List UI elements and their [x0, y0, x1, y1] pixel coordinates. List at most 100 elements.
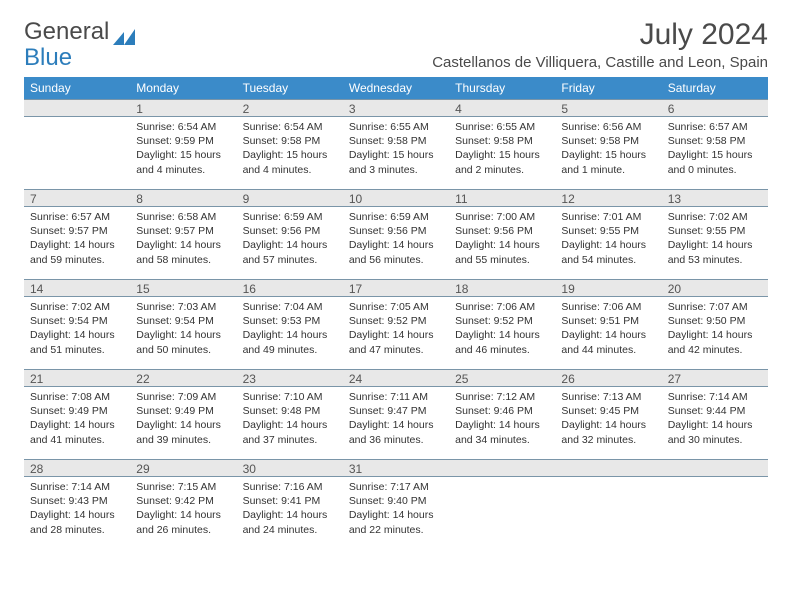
- day-line: Daylight: 14 hours and 26 minutes.: [136, 508, 230, 536]
- day-line: Sunrise: 6:59 AM: [349, 210, 443, 224]
- day-number: 5: [555, 99, 661, 117]
- calendar-cell: 15Sunrise: 7:03 AMSunset: 9:54 PMDayligh…: [130, 279, 236, 369]
- day-line: Sunset: 9:58 PM: [243, 134, 337, 148]
- day-number: 8: [130, 189, 236, 207]
- day-line: Daylight: 14 hours and 37 minutes.: [243, 418, 337, 446]
- day-line: Daylight: 14 hours and 59 minutes.: [30, 238, 124, 266]
- day-line: Daylight: 15 hours and 1 minute.: [561, 148, 655, 176]
- calendar-cell: 21 Sunrise: 7:08 AMSunset: 9:49 PMDayligh…: [24, 369, 130, 459]
- day-line: Sunset: 9:48 PM: [243, 404, 337, 418]
- calendar-week-row: 1Sunrise: 6:54 AMSunset: 9:59 PMDaylight…: [24, 99, 768, 189]
- day-line: Sunset: 9:56 PM: [243, 224, 337, 238]
- day-details: Sunrise: 7:11 AMSunset: 9:47 PMDaylight:…: [343, 387, 449, 453]
- day-details: Sunrise: 7:15 AMSunset: 9:42 PMDaylight:…: [130, 477, 236, 543]
- calendar-cell: 7Sunrise: 6:57 AMSunset: 9:57 PMDaylight…: [24, 189, 130, 279]
- day-line: Sunrise: 7:15 AM: [136, 480, 230, 494]
- calendar-cell: 18Sunrise: 7:06 AMSunset: 9:52 PMDayligh…: [449, 279, 555, 369]
- day-number: 21: [24, 369, 130, 387]
- calendar-cell: 13Sunrise: 7:02 AMSunset: 9:55 PMDayligh…: [662, 189, 768, 279]
- calendar-cell: 31Sunrise: 7:17 AMSunset: 9:40 PMDayligh…: [343, 459, 449, 549]
- day-number: 19: [555, 279, 661, 297]
- day-line: Sunrise: 6:58 AM: [136, 210, 230, 224]
- day-line: Sunrise: 7:02 AM: [668, 210, 762, 224]
- day-number: [24, 99, 130, 117]
- day-line: Daylight: 14 hours and 51 minutes.: [30, 328, 124, 356]
- calendar-cell: [555, 459, 661, 549]
- day-line: Sunrise: 7:13 AM: [561, 390, 655, 404]
- day-details: Sunrise: 6:57 AMSunset: 9:57 PMDaylight:…: [24, 207, 130, 273]
- day-line: Sunset: 9:43 PM: [30, 494, 124, 508]
- day-line: Daylight: 15 hours and 4 minutes.: [243, 148, 337, 176]
- day-number: 12: [555, 189, 661, 207]
- day-line: Sunset: 9:55 PM: [561, 224, 655, 238]
- calendar-cell: 24Sunrise: 7:11 AMSunset: 9:47 PMDayligh…: [343, 369, 449, 459]
- day-number: 18: [449, 279, 555, 297]
- day-details: Sunrise: 6:59 AMSunset: 9:56 PMDaylight:…: [237, 207, 343, 273]
- day-details: Sunrise: 6:56 AMSunset: 9:58 PMDaylight:…: [555, 117, 661, 183]
- day-line: Daylight: 14 hours and 41 minutes.: [30, 418, 124, 446]
- day-number: 6: [662, 99, 768, 117]
- day-line: Sunrise: 6:59 AM: [243, 210, 337, 224]
- day-line: Sunset: 9:55 PM: [668, 224, 762, 238]
- dayhead-sun: Sunday: [24, 77, 130, 99]
- day-line: Sunset: 9:50 PM: [668, 314, 762, 328]
- day-details: Sunrise: 7:07 AMSunset: 9:50 PMDaylight:…: [662, 297, 768, 363]
- day-line: Daylight: 14 hours and 56 minutes.: [349, 238, 443, 266]
- day-number: 2: [237, 99, 343, 117]
- day-number: 13: [662, 189, 768, 207]
- day-line: Daylight: 15 hours and 4 minutes.: [136, 148, 230, 176]
- day-number: 25: [449, 369, 555, 387]
- day-line: Sunset: 9:40 PM: [349, 494, 443, 508]
- calendar-cell: 30Sunrise: 7:16 AMSunset: 9:41 PMDayligh…: [237, 459, 343, 549]
- day-line: Sunrise: 6:55 AM: [349, 120, 443, 134]
- calendar-cell: 28Sunrise: 7:14 AMSunset: 9:43 PMDayligh…: [24, 459, 130, 549]
- day-line: Sunset: 9:45 PM: [561, 404, 655, 418]
- day-line: Sunrise: 7:05 AM: [349, 300, 443, 314]
- calendar-cell: 20Sunrise: 7:07 AMSunset: 9:50 PMDayligh…: [662, 279, 768, 369]
- day-number: 11: [449, 189, 555, 207]
- day-line: Daylight: 14 hours and 49 minutes.: [243, 328, 337, 356]
- day-line: Daylight: 14 hours and 24 minutes.: [243, 508, 337, 536]
- calendar-cell: 5Sunrise: 6:56 AMSunset: 9:58 PMDaylight…: [555, 99, 661, 189]
- calendar-body: 1Sunrise: 6:54 AMSunset: 9:59 PMDaylight…: [24, 99, 768, 549]
- day-line: Daylight: 14 hours and 44 minutes.: [561, 328, 655, 356]
- day-number: 10: [343, 189, 449, 207]
- day-line: Daylight: 15 hours and 2 minutes.: [455, 148, 549, 176]
- day-line: Sunset: 9:49 PM: [30, 404, 124, 418]
- day-line: Daylight: 14 hours and 28 minutes.: [30, 508, 124, 536]
- calendar-cell: 16Sunrise: 7:04 AMSunset: 9:53 PMDayligh…: [237, 279, 343, 369]
- day-line: Sunset: 9:58 PM: [561, 134, 655, 148]
- day-line: Sunset: 9:57 PM: [136, 224, 230, 238]
- day-line: Daylight: 14 hours and 34 minutes.: [455, 418, 549, 446]
- day-details: Sunrise: 7:16 AMSunset: 9:41 PMDaylight:…: [237, 477, 343, 543]
- day-details: Sunrise: 7:14 AMSunset: 9:44 PMDaylight:…: [662, 387, 768, 453]
- logo-triangle-icon: [113, 24, 135, 40]
- calendar-cell: 10Sunrise: 6:59 AMSunset: 9:56 PMDayligh…: [343, 189, 449, 279]
- day-line: Daylight: 14 hours and 53 minutes.: [668, 238, 762, 266]
- day-line: Sunrise: 7:14 AM: [30, 480, 124, 494]
- day-line: Sunrise: 7:08 AM: [30, 390, 124, 404]
- day-number: 31: [343, 459, 449, 477]
- day-line: Daylight: 14 hours and 36 minutes.: [349, 418, 443, 446]
- day-details: Sunrise: 7:13 AMSunset: 9:45 PMDaylight:…: [555, 387, 661, 453]
- weekday-header-row: Sunday Monday Tuesday Wednesday Thursday…: [24, 77, 768, 99]
- day-details: Sunrise: 7:04 AMSunset: 9:53 PMDaylight:…: [237, 297, 343, 363]
- day-number: 23: [237, 369, 343, 387]
- day-details: Sunrise: 7:02 AMSunset: 9:55 PMDaylight:…: [662, 207, 768, 273]
- day-line: Sunset: 9:51 PM: [561, 314, 655, 328]
- day-details: Sunrise: 7:17 AMSunset: 9:40 PMDaylight:…: [343, 477, 449, 543]
- day-line: Sunrise: 7:03 AM: [136, 300, 230, 314]
- day-details: Sunrise: 7:12 AMSunset: 9:46 PMDaylight:…: [449, 387, 555, 453]
- day-details: Sunrise: 7:01 AMSunset: 9:55 PMDaylight:…: [555, 207, 661, 273]
- dayhead-fri: Friday: [555, 77, 661, 99]
- calendar-week-row: 7Sunrise: 6:57 AMSunset: 9:57 PMDaylight…: [24, 189, 768, 279]
- day-details: Sunrise: 6:57 AMSunset: 9:58 PMDaylight:…: [662, 117, 768, 183]
- calendar-table: Sunday Monday Tuesday Wednesday Thursday…: [24, 77, 768, 549]
- day-line: Sunrise: 7:17 AM: [349, 480, 443, 494]
- day-number: 20: [662, 279, 768, 297]
- day-line: Sunset: 9:59 PM: [136, 134, 230, 148]
- day-line: Daylight: 14 hours and 42 minutes.: [668, 328, 762, 356]
- logo-text-gray: General: [24, 18, 109, 46]
- day-details: [24, 117, 130, 126]
- day-number: 9: [237, 189, 343, 207]
